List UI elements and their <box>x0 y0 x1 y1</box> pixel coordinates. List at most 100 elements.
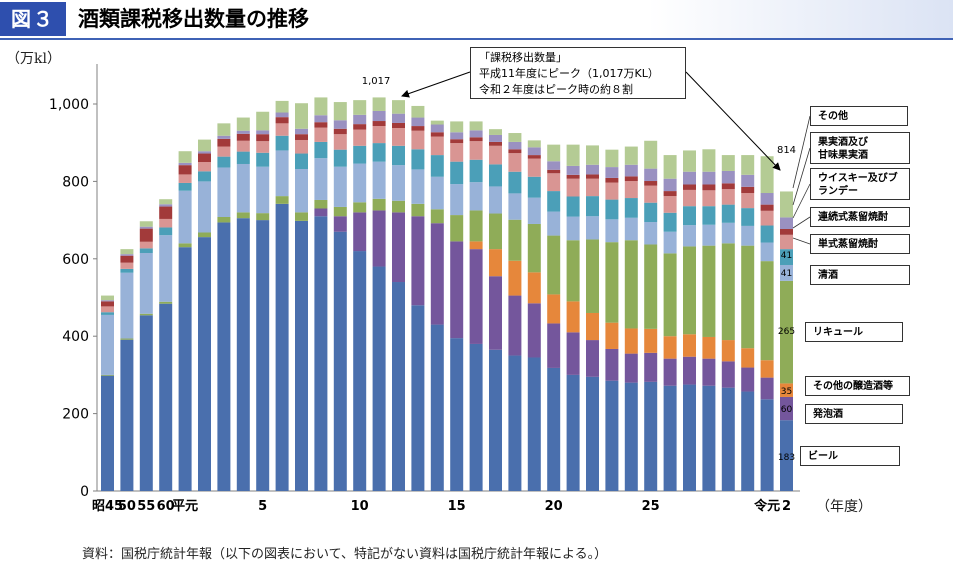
legend-single-shochu-text: 単式蒸留焼酎 <box>818 239 878 250</box>
bar-segment <box>159 206 173 219</box>
bar-segment <box>624 240 638 329</box>
bar-segment <box>469 121 483 131</box>
bar-segment <box>430 223 444 325</box>
bar-segment <box>314 141 328 159</box>
bar-segment <box>721 340 735 362</box>
bar-segment <box>256 111 270 131</box>
bar-segment <box>547 235 561 295</box>
y-tick-label: 400 <box>62 329 89 345</box>
callout-line-3: 令和２年度はピーク時の約８割 <box>479 83 633 96</box>
bar-segment <box>353 163 367 203</box>
bar-segment <box>314 158 328 200</box>
bar-segment <box>236 212 250 219</box>
bar-segment <box>120 339 134 491</box>
bar-segment <box>353 202 367 213</box>
bar-segment <box>566 301 580 333</box>
bar-segment <box>644 352 658 382</box>
bar-segment <box>527 140 541 148</box>
bar-segment <box>702 184 716 191</box>
bar-segment <box>702 171 716 185</box>
bar-segment <box>392 100 405 114</box>
bar-segment <box>256 213 270 221</box>
bar-segment <box>139 248 153 253</box>
bar-segment <box>353 129 367 146</box>
bar-segment <box>295 220 308 491</box>
x-tick-label: 昭45 <box>92 499 123 514</box>
legend-sake: 清酒 <box>810 265 910 285</box>
segment-value-label-tanshiki: 41 <box>781 251 792 261</box>
bar-segment <box>392 282 405 491</box>
bar-segment <box>469 182 483 211</box>
bar-segment <box>780 264 793 281</box>
bar-segment <box>314 97 328 116</box>
bar-segment <box>663 253 677 337</box>
bar-segment <box>120 268 134 273</box>
bar-segment <box>353 124 367 130</box>
bar-segment <box>450 132 464 140</box>
bar-segment <box>314 208 328 217</box>
bar-segment <box>101 374 114 376</box>
bar-segment <box>760 193 774 205</box>
bar-segment <box>372 143 386 162</box>
bar-segment <box>508 133 522 142</box>
bar-segment <box>702 245 716 337</box>
legend-continuous-shochu-text: 連続式蒸留焼酎 <box>818 212 888 223</box>
bar-segment <box>256 166 270 214</box>
bar-segment <box>508 153 522 172</box>
bar-segment <box>586 174 599 179</box>
bar-segment <box>702 190 716 207</box>
bar-segment <box>430 136 444 156</box>
bar-segment <box>644 328 658 353</box>
bar-segment <box>139 226 153 229</box>
bar-segment <box>780 396 793 421</box>
bar-segment <box>721 189 735 205</box>
bar-segment <box>683 356 696 385</box>
bar-segment <box>741 348 755 368</box>
bar-segment <box>333 216 347 232</box>
bar-segment <box>741 193 755 209</box>
x-tick-label: 25 <box>642 499 660 514</box>
bar-segment <box>450 139 464 144</box>
bar-segment <box>178 190 192 244</box>
bar-segment <box>372 97 386 111</box>
bar-segment <box>178 151 192 163</box>
bar-segment <box>430 209 444 224</box>
bar-segment <box>120 338 134 340</box>
y-tick-label: 0 <box>80 484 89 500</box>
x-tick-label: 50 <box>118 499 136 514</box>
bar-segment <box>586 196 599 217</box>
bar-segment <box>663 191 677 197</box>
bar-segment <box>314 216 328 492</box>
bar-segment <box>372 198 386 211</box>
bar-segment <box>120 262 134 269</box>
bar-segment <box>295 169 308 213</box>
bar-segment <box>198 232 211 238</box>
bar-segment <box>566 196 580 217</box>
bar-segment <box>198 139 211 152</box>
bar-segment <box>527 147 541 156</box>
bar-segment <box>159 227 173 236</box>
callout-arrow-peak <box>401 71 471 98</box>
bar-segment <box>450 215 464 242</box>
bar-segment <box>489 186 502 214</box>
bar-segment <box>411 216 425 306</box>
bar-segment <box>256 130 270 135</box>
legend-other: その他 <box>810 106 908 126</box>
bar-segment <box>780 229 793 235</box>
bar-segment <box>683 334 696 357</box>
bar-segment <box>644 140 658 169</box>
bar-segment <box>392 145 405 166</box>
bar-segment <box>605 242 619 323</box>
bar-segment <box>760 399 774 491</box>
bar-segment <box>566 332 580 375</box>
bar-segment <box>469 343 483 491</box>
bar-segment <box>741 391 755 491</box>
bar-segment <box>644 168 658 182</box>
legend-connector <box>792 147 811 206</box>
bar-segment <box>566 240 580 302</box>
bar-segment <box>120 254 134 256</box>
bar-segment <box>178 165 192 175</box>
bar-segment <box>450 143 464 162</box>
bar-segment <box>275 123 289 136</box>
segment-value-label-jozo: 35 <box>781 387 792 397</box>
